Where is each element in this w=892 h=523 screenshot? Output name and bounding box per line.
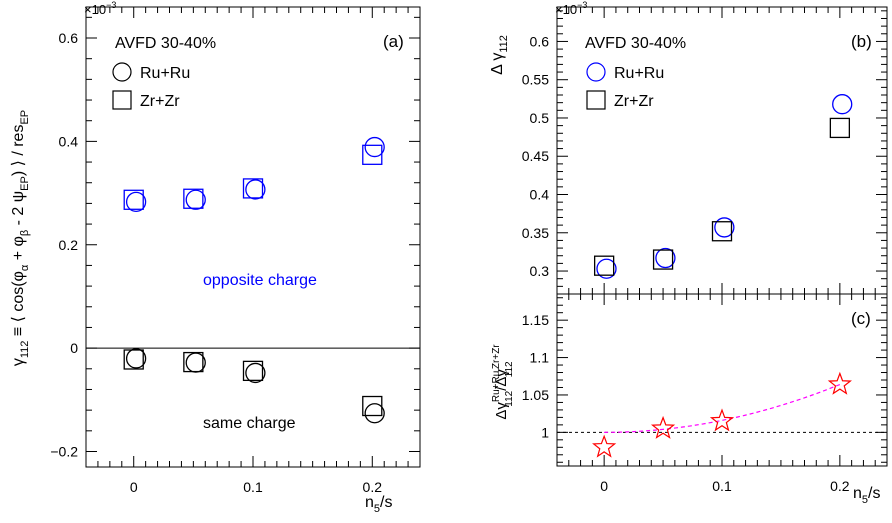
panel-b-ylabel: Δ γ112 [489,35,510,75]
legend-a-square-marker [112,90,132,110]
panel-a-label: (a) [383,32,404,51]
panel-a-ytick-label: 0 [70,340,78,356]
panel-a-point-circle [125,348,147,369]
legend-b-circle-marker [586,62,606,82]
panel-c-xtick-label: 0.2 [830,478,850,494]
panel-a-xtick-label: 0.1 [243,479,263,495]
panel-b-ticks: 0.3 0.35 0.4 0.45 0.5 0.55 0.6 [522,7,888,294]
panel-b-ytick-label: 0.5 [530,110,550,126]
panel-a-point-circle [364,403,385,424]
panel-c-ytick-label: 1.1 [530,350,550,366]
panel-b-point-circle [714,217,735,238]
panel-a-marks [86,136,420,424]
panel-c-label: (c) [851,309,871,328]
panel-b-point-circle [832,94,853,115]
annotation-same-charge: same charge [203,415,296,432]
panel-a-point-circle [185,189,206,210]
panel-b-label: (b) [851,32,872,51]
panel-c-xtick-label: 0.1 [712,478,732,494]
panel-b-ytick-label: 0.3 [530,263,550,279]
panel-b-ytick-label: 0.6 [530,33,550,49]
panel-a-xtick-label: 0 [130,479,138,495]
panel-c-marks [557,371,887,458]
panel-c: 0 0.1 0.2 1 1.05 1.1 1.15 (c) ΔγRu+Ru 112/ΔγZr+… [491,293,888,506]
panel-a-point-square [242,178,264,199]
panel-b: 0.3 0.35 0.4 0.45 0.5 0.55 0.6 ×10−3 AVFD 30-4… [489,0,888,295]
panel-c-xtick-label: 0 [600,478,608,494]
panel-c-point-star [592,434,617,458]
panel-b-marks [593,94,853,279]
panel-a-point-circle [364,136,385,158]
panel-c-point-star [709,408,735,432]
panel-a-point-square [362,144,383,165]
panel-b-title: AVFD 30-40% [585,35,686,52]
panel-a-ytick-label: 0.6 [59,30,79,46]
panel-c-ytick-label: 1.05 [522,387,549,403]
panel-a-point-square [183,351,204,373]
panel-a-xtick-label: 0.2 [363,479,383,495]
legend-a-zr-label: Zr+Zr [140,93,180,110]
panel-c-ticks: 0 0.1 0.2 1 1.05 1.1 1.15 [522,294,888,494]
panel-c-ytick-label: 1 [541,424,549,440]
panel-b-ytick-label: 0.45 [522,148,549,164]
panel-c-point-star [650,415,676,439]
panel-b-point-square [593,255,615,276]
panel-c-xlabel: n5/s [853,485,880,506]
panel-a-ytick-label: 0.4 [59,133,79,149]
panel-a-point-square [242,360,264,382]
panel-a-point-square [123,349,144,370]
panel-a-ylabel: γ112 ≡ ⟨ cos(φα + φβ - 2 ψEP) ⟩ / resEP [10,110,31,366]
legend-b-ru-label: Ru+Ru [614,65,664,82]
panel-c-point-star [827,371,852,395]
panel-a-point-circle [245,362,266,384]
panel-a-title: AVFD 30-40% [115,35,216,52]
panel-b-point-square [711,221,733,242]
panel-a-ytick-label: −0.2 [50,443,78,459]
panel-a-point-square [183,188,204,209]
annotation-opposite-charge: opposite charge [203,272,317,289]
panel-a-point-square [123,189,144,210]
panel-b-point-circle [655,247,676,269]
panel-a-xlabel: n5/s [365,494,392,515]
panel-b-point-circle [596,258,617,279]
panel-a-ytick-label: 0.2 [59,237,79,253]
legend-a-ru-label: Ru+Ru [140,65,190,82]
panel-a-point-circle [125,191,147,213]
panel-c-ylabel: ΔγRu+Ru 112/ΔγZr+Zr112 [491,344,515,420]
panel-a-exponent: ×10−3 [84,0,116,17]
legend-b-square-marker [586,90,606,110]
panel-a: 0 0.1 0.2−0.200.20.40.6 ×10−3 AVFD 30-40% … [10,0,421,515]
panel-b-ytick-label: 0.35 [522,225,549,241]
panel-a-point-circle [245,179,266,200]
panel-b-ytick-label: 0.55 [522,72,549,88]
panel-b-point-square [829,117,851,139]
panel-c-ytick-label: 1.15 [522,312,549,328]
panel-b-ytick-label: 0.4 [530,187,550,203]
panel-b-exponent: ×10−3 [555,0,587,17]
panel-a-point-square [362,395,383,417]
panel-b-point-square [652,249,674,270]
legend-b-zr-label: Zr+Zr [614,93,654,110]
legend-a-circle-marker [112,62,132,82]
